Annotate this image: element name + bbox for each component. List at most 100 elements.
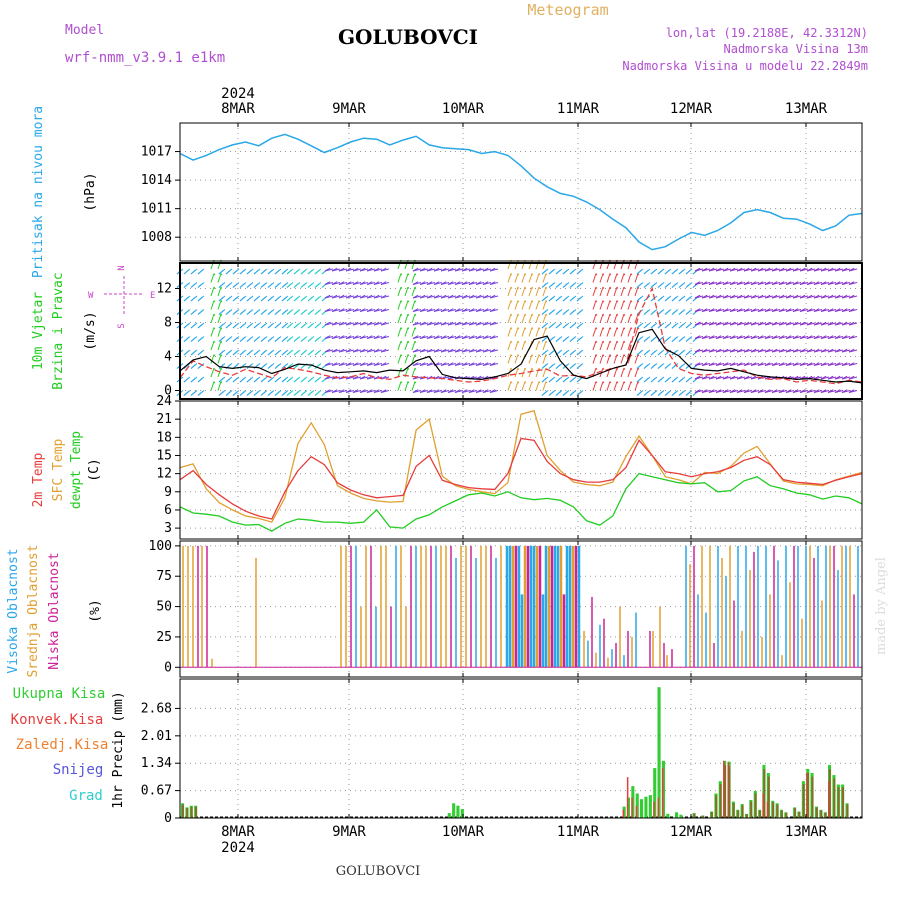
wind-arrow-head <box>345 267 352 272</box>
wind-arrow-head <box>671 323 677 329</box>
wind-arrow-head <box>380 294 387 299</box>
wind-arrow-head <box>541 323 547 329</box>
wind-arrow-head <box>841 321 848 326</box>
wind-arrow-head <box>778 362 785 366</box>
wind-arrow-head <box>764 321 771 326</box>
wind-arrow-head <box>545 286 548 289</box>
wind-arrow-head <box>678 269 684 275</box>
wind-arrow-head <box>764 308 771 312</box>
wind-arrow-head <box>253 310 259 315</box>
wind-arrow-head <box>314 391 320 396</box>
wind-arrow-head <box>736 321 743 326</box>
wind-arrow-head <box>190 377 196 383</box>
wind-arrow-head <box>562 296 568 302</box>
wind-arrow-head <box>848 389 855 393</box>
day-label-top: 13MAR <box>785 101 828 117</box>
day-label-bottom: 9MAR <box>332 824 366 840</box>
wind-arrow-head <box>274 296 280 302</box>
wind-arrow-head <box>331 362 338 366</box>
wind-arrow-head <box>538 340 541 343</box>
wind-arrow-head <box>806 294 813 299</box>
wind-arrow-head <box>736 389 743 393</box>
wind-arrow-head <box>190 296 196 302</box>
wind-arrow-head <box>293 283 299 288</box>
wind-arrow-head <box>778 389 785 393</box>
wind-arrow-head <box>555 391 561 396</box>
wind-arrow-head <box>602 273 605 276</box>
wind-arrow-head <box>454 335 461 339</box>
wind-arrow-head <box>569 364 575 369</box>
wind-arrow-head <box>841 348 848 353</box>
wind-arrow-head <box>475 294 482 299</box>
wind-unit: (m/s) <box>83 311 98 350</box>
wind-arrow-head <box>820 281 827 285</box>
wind-arrow-head <box>400 273 403 276</box>
wind-arrow-head <box>489 389 496 393</box>
wind-arrow-head <box>218 337 224 342</box>
wind-arrow <box>507 340 512 351</box>
wind-arrow <box>592 313 597 324</box>
wind-arrow-head <box>468 335 475 339</box>
wind-arrow-head <box>345 294 352 299</box>
precip-mixed-bar <box>842 787 844 818</box>
wind-arrow-head <box>548 364 554 369</box>
wind-arrow-head <box>643 269 649 275</box>
wind-arrow-head <box>792 281 799 285</box>
wind-arrow <box>620 367 625 378</box>
wind-arrow-head <box>447 267 454 272</box>
wind-arrow <box>507 273 512 283</box>
wind-arrow-head <box>225 377 231 383</box>
wind-arrow <box>634 300 639 310</box>
wind-arrow-head <box>841 389 848 393</box>
wind-arrow <box>210 313 215 324</box>
wind-arrow-head <box>482 308 489 312</box>
wind-arrow-head <box>545 300 548 303</box>
wind-arrow-head <box>190 337 196 342</box>
wind-arrow-head <box>657 364 663 369</box>
wind-arrow-head <box>267 296 273 302</box>
y-tick-label: 100 <box>149 539 172 554</box>
wind-arrow-head <box>541 283 547 288</box>
precip-total-bar <box>622 806 626 818</box>
wind-arrow-head <box>848 294 855 299</box>
wind-arrow-head <box>366 281 373 285</box>
y-tick-label: 2.01 <box>141 729 172 744</box>
gridlines <box>180 123 862 818</box>
wind-arrow-head <box>650 377 656 383</box>
temp2m-label: 2m Temp <box>31 452 46 507</box>
precip-total-bar <box>460 809 464 818</box>
wind-arrow-head <box>433 335 440 339</box>
wind-arrow-head <box>541 310 547 315</box>
wind-arrow-head <box>848 348 855 353</box>
wind-arrow-head <box>778 348 785 353</box>
wind-arrow-head <box>576 337 582 342</box>
wind-arrow-head <box>820 375 827 380</box>
wind-arrow <box>521 273 526 283</box>
wind-arrow-head <box>562 323 568 329</box>
wind-arrow <box>514 354 519 364</box>
wind-arrow-head <box>538 381 541 384</box>
cloud-unit: (%) <box>88 599 103 622</box>
wind-arrow-head <box>630 300 633 303</box>
pressure-unit: (hPa) <box>83 172 98 211</box>
wind-arrow-head <box>197 377 203 383</box>
wind-arrow-head <box>595 313 598 316</box>
precip-mixed-bar <box>824 812 827 818</box>
wind-arrow-head <box>848 375 855 380</box>
wind-arrow-head <box>643 283 649 288</box>
wind-arrow-head <box>757 267 764 272</box>
wind-arrow-head <box>324 267 331 272</box>
precip-mixed-bar <box>715 795 718 818</box>
wind-arrow <box>514 327 519 337</box>
wind-arrow-head <box>678 296 684 302</box>
wind-arrow-head <box>366 362 373 366</box>
wind-arrow-head <box>412 348 419 353</box>
wind-arrow-head <box>281 377 287 383</box>
wind-arrow-head <box>260 350 266 356</box>
wind-arrow <box>599 313 604 324</box>
wind-arrow-head <box>419 348 426 353</box>
precip-legend-item: Konvek.Kisa <box>11 712 104 728</box>
wind-arrow-head <box>225 269 231 275</box>
wind-arrow <box>411 300 416 310</box>
wind-arrow-head <box>307 310 313 315</box>
